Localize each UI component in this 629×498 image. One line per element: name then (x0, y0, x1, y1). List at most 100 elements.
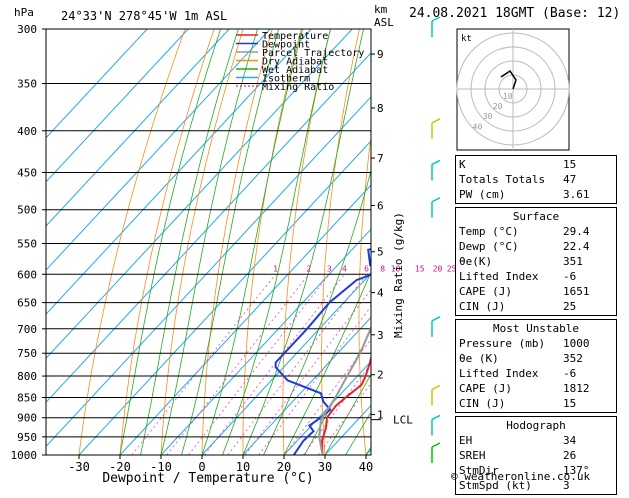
pressure-tick-label: 950 (17, 431, 37, 444)
altitude-axis: km ASL 9 8 7 6 5 4 3 2 1 (371, 3, 394, 422)
surface-box: Surface Temp (°C) 29.4 Dewp (°C) 22.4 θe(K) 3… (455, 207, 617, 316)
lcl-label: LCL (393, 414, 413, 427)
hodograph-unit-label: kt (461, 34, 472, 44)
altitude-tick-label: 8 (377, 102, 384, 115)
temperature-tick-label: -20 (109, 460, 131, 474)
hodograph-row: StmDir 137° (459, 463, 613, 478)
legend-label: Dry Adiabat (262, 57, 328, 68)
totals-value: 47 (563, 173, 577, 186)
isotherm-line (201, 272, 371, 455)
dewpoint-line (274, 247, 371, 455)
temperature-tick-label: 40 (359, 460, 373, 474)
mixing-ratio-line (244, 288, 371, 455)
altitude-tick-label: 4 (377, 287, 384, 300)
pressure-tick-label: 750 (17, 347, 37, 360)
wind-barb-flag (431, 197, 441, 203)
pressure-unit-label: hPa (14, 6, 34, 19)
surface-title: Surface (512, 210, 560, 223)
most-unstable-value: 15 (563, 397, 577, 410)
most-unstable-label: CAPE (J) (459, 382, 512, 395)
dry-adiabat-line (78, 29, 186, 455)
hodograph-title: Hodograph (506, 419, 566, 432)
mixing-ratio-line (188, 274, 330, 455)
most-unstable-label: Lifted Index (459, 367, 539, 380)
altitude-tick-label: 3 (377, 329, 384, 342)
mixing-ratio-line (317, 382, 371, 455)
datetime-label: 24.08.2021 18GMT (Base: 12) (409, 6, 621, 21)
mixing-ratio-tick-label: 25 (447, 264, 457, 273)
pressure-tick-label: 550 (17, 237, 37, 250)
pressure-tick-label: 850 (17, 391, 37, 404)
wind-barb-flag (431, 384, 441, 391)
most-unstable-row: Lifted Index -6 (459, 366, 613, 381)
surface-label: Dewp (°C) (459, 240, 519, 253)
dry-adiabat-line (282, 29, 331, 455)
altitude-tick-label: 2 (377, 369, 384, 382)
pw-value: 3.61 (563, 188, 590, 201)
altitude-tick-label: 6 (377, 199, 384, 212)
surface-label: CIN (J) (459, 300, 506, 313)
hodograph-label: SREH (459, 449, 486, 462)
isotherm-line (46, 29, 189, 183)
isotherm-line (242, 316, 371, 455)
mixing-ratio-tick-label: 15 (415, 264, 425, 273)
isotherm-line (119, 184, 371, 455)
isotherm-line (46, 29, 148, 139)
isotherm-line (160, 228, 371, 455)
mixing-ratio-line (166, 274, 310, 455)
hodograph-label: StmDir (459, 464, 499, 477)
isotherm-line (46, 96, 371, 448)
surface-value: 351 (563, 255, 583, 268)
isotherm-line (46, 29, 271, 271)
most-unstable-row: Pressure (mb) 1000 (459, 336, 613, 351)
most-unstable-value: -6 (563, 367, 577, 380)
wind-barb-flag (431, 118, 441, 124)
isotherm-line (46, 29, 312, 315)
skewt-chart: 3003504004505005506006507007508008509009… (11, 3, 570, 486)
hodograph-box: Hodograph EH 34 SREH 26 StmDir 137° StmSpd (kt… (455, 416, 617, 495)
indices-box: K 15 Totals Totals 47 PW (cm) 3.61 (455, 155, 617, 204)
surface-value: 25 (563, 300, 577, 313)
hodograph-label: EH (459, 434, 473, 447)
hodograph-ring-label: 10 (503, 92, 513, 101)
dry-adiabat-line (321, 29, 360, 455)
most-unstable-title: Most Unstable (492, 322, 580, 335)
legend-label: Wet Adiabat (262, 65, 328, 76)
pressure-tick-label: 300 (17, 23, 37, 36)
mixing-ratio-labels: 1 2 3 4 6 8 10 15 20 25 (273, 264, 456, 273)
indices-panel: K 15 Totals Totals 47 PW (cm) 3.61 Surface … (455, 155, 617, 498)
wet-adiabat-line (140, 29, 239, 455)
most-unstable-value: 352 (563, 352, 583, 365)
legend-label: Isotherm (262, 74, 310, 85)
dry-adiabat-line (119, 29, 215, 455)
altitude-tick-label: 5 (377, 246, 384, 259)
mixing-ratio-line (204, 274, 345, 455)
totals-label: Totals Totals (459, 173, 546, 186)
altitude-unit-label: km ASL (374, 3, 394, 29)
altitude-tick-label: 1 (377, 409, 384, 422)
legend-label: Dewpoint (262, 40, 310, 51)
legend-label: Mixing Ratio (262, 82, 334, 93)
pressure-tick-label: 350 (17, 78, 37, 91)
hodograph-value: 34 (563, 434, 577, 447)
surface-row: Lifted Index -6 (459, 269, 613, 284)
copyright: © weatheronline.co.uk (451, 470, 591, 483)
hodograph-ring-label: 20 (493, 102, 503, 111)
hodograph-ring-label: 30 (483, 112, 493, 121)
legend-label: Temperature (262, 31, 328, 42)
hodograph-value: 137° (563, 464, 590, 477)
mixing-ratio-tick-label: 2 (306, 264, 311, 273)
plot-frame (45, 28, 372, 456)
altitude-tick-label: 7 (377, 152, 384, 165)
pressure-tick-label: 650 (17, 297, 37, 310)
dry-adiabat-line (358, 133, 371, 455)
dry-adiabat-line (160, 29, 244, 455)
isotherm-line (46, 29, 230, 227)
x-axis-label: Dewpoint / Temperature (°C) (102, 471, 313, 486)
wet-adiabat-line (160, 29, 258, 455)
surface-row: CAPE (J) 1651 (459, 284, 613, 299)
dry-adiabat-line (242, 29, 302, 455)
wind-barb-flag (431, 442, 441, 448)
